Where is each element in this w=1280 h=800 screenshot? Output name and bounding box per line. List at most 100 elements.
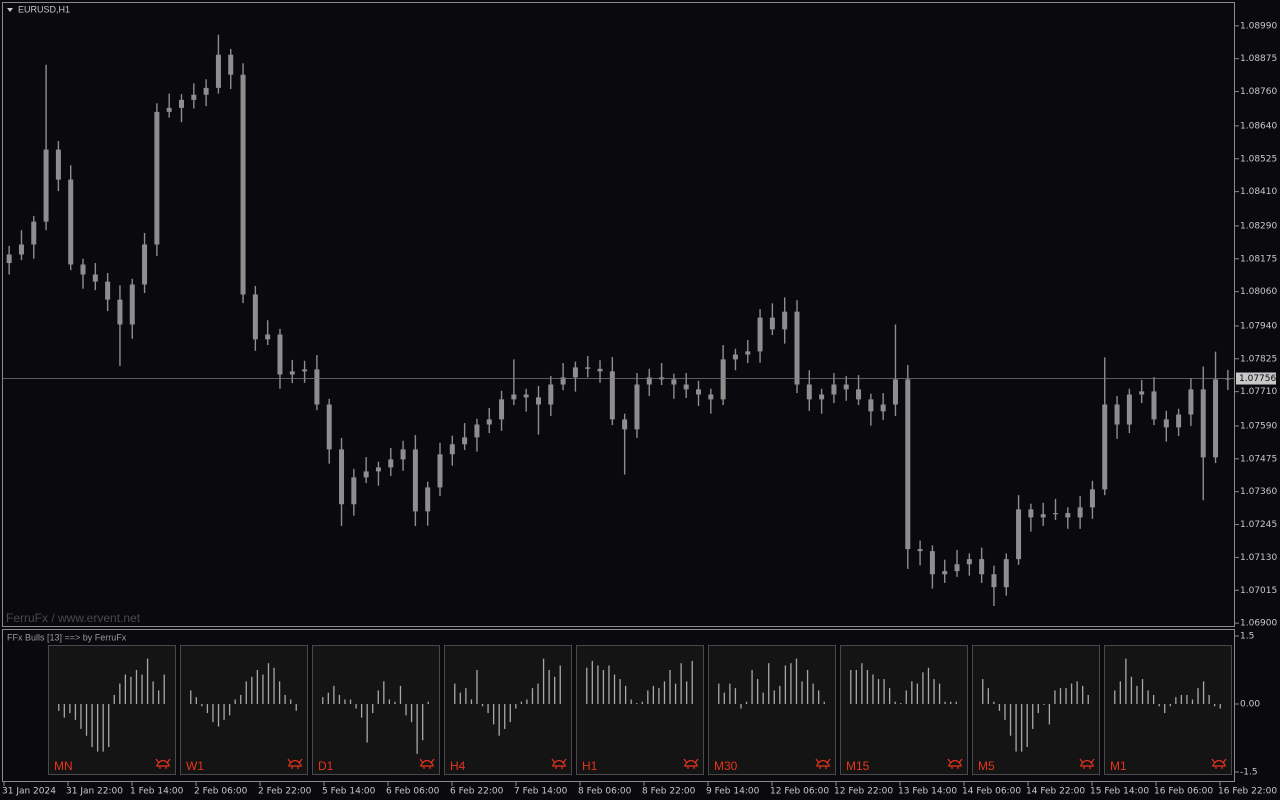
candle-body: [43, 149, 49, 222]
indicator-panel: [840, 645, 968, 775]
candle-body: [55, 149, 61, 180]
x-tick-label: 9 Feb 14:00: [706, 787, 760, 797]
x-tick-label: 8 Feb 06:00: [578, 787, 632, 797]
y-tick-label: 1.07825: [1240, 354, 1277, 364]
candle-body: [474, 424, 480, 438]
candle-body: [671, 379, 677, 385]
y-tick-label: -1.5: [1240, 768, 1258, 778]
candle-body: [462, 437, 468, 445]
candle-body: [178, 99, 184, 108]
candle-body: [1151, 391, 1157, 420]
candle-body: [105, 281, 111, 300]
candle-body: [708, 394, 714, 400]
candle-body: [363, 471, 369, 478]
candle-body: [892, 379, 898, 405]
panel-label: M5: [978, 759, 995, 773]
x-tick-label: 14 Feb 22:00: [1026, 787, 1085, 797]
y-tick-label: 1.08760: [1240, 87, 1277, 97]
candle-body: [1188, 389, 1194, 415]
candle-body: [228, 54, 234, 75]
y-tick-label: 1.08060: [1240, 287, 1277, 297]
watermark: FerruFx / www.ervent.net: [6, 611, 141, 625]
x-tick-label: 12 Feb 06:00: [770, 787, 829, 797]
panel-label: D1: [318, 759, 334, 773]
panel-label: M15: [846, 759, 870, 773]
bull-icon: [1211, 758, 1227, 769]
y-tick-label: 1.08875: [1240, 54, 1277, 64]
y-tick-label: 1.07360: [1240, 487, 1277, 497]
candle-body: [1176, 414, 1182, 428]
candle-body: [1126, 394, 1132, 425]
panel-label: M30: [714, 759, 738, 773]
y-tick-label: 1.07940: [1240, 321, 1277, 331]
y-tick-label: 1.07475: [1240, 454, 1277, 464]
candle-body: [351, 477, 357, 505]
candle-body: [572, 367, 578, 378]
candle-body: [929, 551, 935, 575]
x-tick-label: 6 Feb 06:00: [386, 787, 440, 797]
candle-body: [1213, 379, 1219, 458]
candle-body: [597, 368, 603, 372]
candle-body: [966, 559, 972, 565]
current-price-box: [1236, 372, 1276, 385]
candle-body: [769, 317, 775, 330]
x-tick-label: 14 Feb 06:00: [962, 787, 1021, 797]
candle-body: [1089, 489, 1095, 508]
candle-body: [1114, 404, 1120, 425]
candle-body: [31, 221, 37, 245]
x-tick-label: 15 Feb 14:00: [1090, 787, 1149, 797]
bull-icon: [551, 758, 567, 769]
candle-body: [856, 389, 862, 400]
y-tick-label: 1.07130: [1240, 553, 1277, 563]
candle-body: [1028, 509, 1034, 518]
candle-body: [745, 351, 751, 355]
panel-label: H1: [582, 759, 598, 773]
y-tick-label: 1.06900: [1240, 619, 1277, 629]
menu-arrow[interactable]: [7, 8, 13, 12]
candle-body: [400, 449, 406, 460]
y-tick-label: 0.00: [1240, 700, 1260, 710]
y-tick-label: 1.07590: [1240, 421, 1277, 431]
candle-body: [142, 244, 148, 285]
candle-body: [449, 444, 455, 455]
candle-body: [1040, 514, 1046, 518]
panel-label: W1: [186, 759, 204, 773]
candle-body: [831, 384, 837, 395]
y-tick-label: 1.07710: [1240, 387, 1277, 397]
bull-icon: [683, 758, 699, 769]
candle-body: [375, 467, 381, 472]
candle-body: [757, 317, 763, 352]
panel-label: MN: [54, 759, 73, 773]
candle-body: [412, 449, 418, 512]
candle-body: [535, 397, 541, 405]
indicator-title: FFx Bulls [13] ==> by FerruFx: [7, 632, 127, 642]
candle-body: [819, 394, 825, 400]
bull-icon: [419, 758, 435, 769]
candle-body: [954, 564, 960, 572]
candle-body: [1016, 509, 1022, 560]
candle-body: [696, 389, 702, 395]
indicator-panel: [180, 645, 308, 775]
candle-body: [252, 294, 258, 340]
candle-body: [548, 384, 554, 405]
candle-body: [166, 107, 172, 112]
candle-body: [720, 359, 726, 400]
chart-title: EURUSD,H1: [18, 4, 70, 14]
bull-icon: [155, 758, 171, 769]
candle-body: [203, 87, 209, 95]
y-tick-label: 1.08990: [1240, 21, 1277, 31]
y-tick-label: 1.08525: [1240, 154, 1277, 164]
x-tick-label: 1 Feb 14:00: [130, 787, 184, 797]
indicator-panel: [444, 645, 572, 775]
x-tick-label: 16 Feb 06:00: [1154, 787, 1213, 797]
indicator-frame: [2, 629, 1235, 782]
candle-body: [905, 379, 911, 550]
y-tick-label: 1.07245: [1240, 520, 1277, 530]
candle-body: [314, 369, 320, 405]
candle-body: [979, 559, 985, 575]
x-tick-label: 8 Feb 22:00: [642, 787, 696, 797]
candle-body: [1003, 559, 1009, 588]
x-tick-label: 13 Feb 14:00: [898, 787, 957, 797]
x-tick-label: 2 Feb 22:00: [258, 787, 312, 797]
